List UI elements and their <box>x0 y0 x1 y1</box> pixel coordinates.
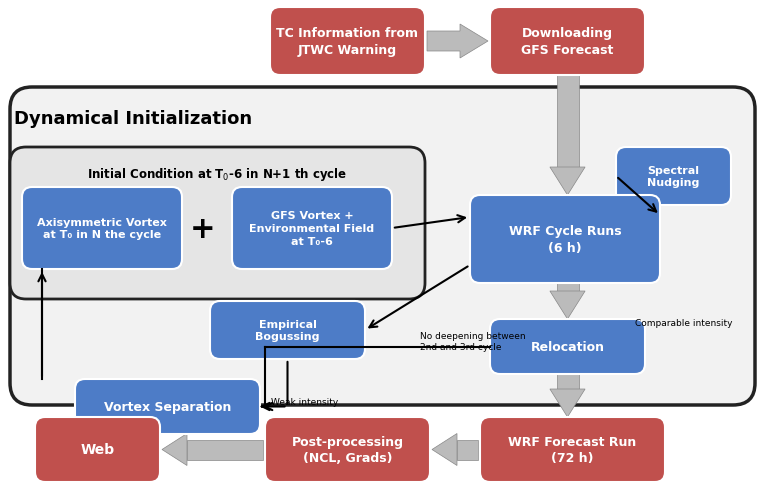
Text: Initial Condition at T$_0$-6 in N+1 th cycle: Initial Condition at T$_0$-6 in N+1 th c… <box>87 166 348 183</box>
Polygon shape <box>187 439 263 459</box>
FancyBboxPatch shape <box>10 148 425 300</box>
Polygon shape <box>427 25 488 59</box>
Text: Empirical
Bogussing: Empirical Bogussing <box>255 319 320 342</box>
Text: Downloading
GFS Forecast: Downloading GFS Forecast <box>521 27 614 57</box>
FancyBboxPatch shape <box>480 417 665 482</box>
Polygon shape <box>550 168 585 195</box>
Text: Post-processing
(NCL, Grads): Post-processing (NCL, Grads) <box>291 435 404 464</box>
FancyBboxPatch shape <box>10 88 755 405</box>
Text: Dynamical Initialization: Dynamical Initialization <box>14 110 252 128</box>
Polygon shape <box>557 374 578 389</box>
FancyBboxPatch shape <box>75 379 260 434</box>
FancyBboxPatch shape <box>232 188 392 270</box>
Text: Weak intensity: Weak intensity <box>271 397 339 406</box>
Text: Spectral
Nudging: Spectral Nudging <box>647 165 700 188</box>
Polygon shape <box>557 284 578 292</box>
Text: Relocation: Relocation <box>530 340 604 353</box>
FancyBboxPatch shape <box>22 188 182 270</box>
Text: +: + <box>190 215 216 244</box>
Text: No deepening between
2nd and 3rd cycle: No deepening between 2nd and 3rd cycle <box>420 331 526 351</box>
FancyBboxPatch shape <box>490 319 645 374</box>
Polygon shape <box>557 76 578 168</box>
Polygon shape <box>457 439 478 459</box>
Text: GFS Vortex +
Environmental Field
at T₀-6: GFS Vortex + Environmental Field at T₀-6 <box>250 211 375 246</box>
Text: TC Information from
JTWC Warning: TC Information from JTWC Warning <box>277 27 418 57</box>
FancyBboxPatch shape <box>490 8 645 76</box>
FancyBboxPatch shape <box>616 148 731 205</box>
Text: Axisymmetric Vortex
at T₀ in N the cycle: Axisymmetric Vortex at T₀ in N the cycle <box>37 217 167 240</box>
Text: Comparable intensity: Comparable intensity <box>635 318 733 327</box>
Polygon shape <box>550 292 585 319</box>
Text: Vortex Separation: Vortex Separation <box>104 400 231 413</box>
FancyBboxPatch shape <box>210 302 365 359</box>
Text: WRF Cycle Runs
(6 h): WRF Cycle Runs (6 h) <box>509 225 621 254</box>
FancyBboxPatch shape <box>470 195 660 284</box>
FancyBboxPatch shape <box>265 417 430 482</box>
Polygon shape <box>550 389 585 417</box>
Polygon shape <box>162 434 187 465</box>
Text: WRF Forecast Run
(72 h): WRF Forecast Run (72 h) <box>509 435 637 464</box>
Polygon shape <box>432 434 457 465</box>
Text: Web: Web <box>80 442 114 456</box>
FancyBboxPatch shape <box>270 8 425 76</box>
FancyBboxPatch shape <box>35 417 160 482</box>
